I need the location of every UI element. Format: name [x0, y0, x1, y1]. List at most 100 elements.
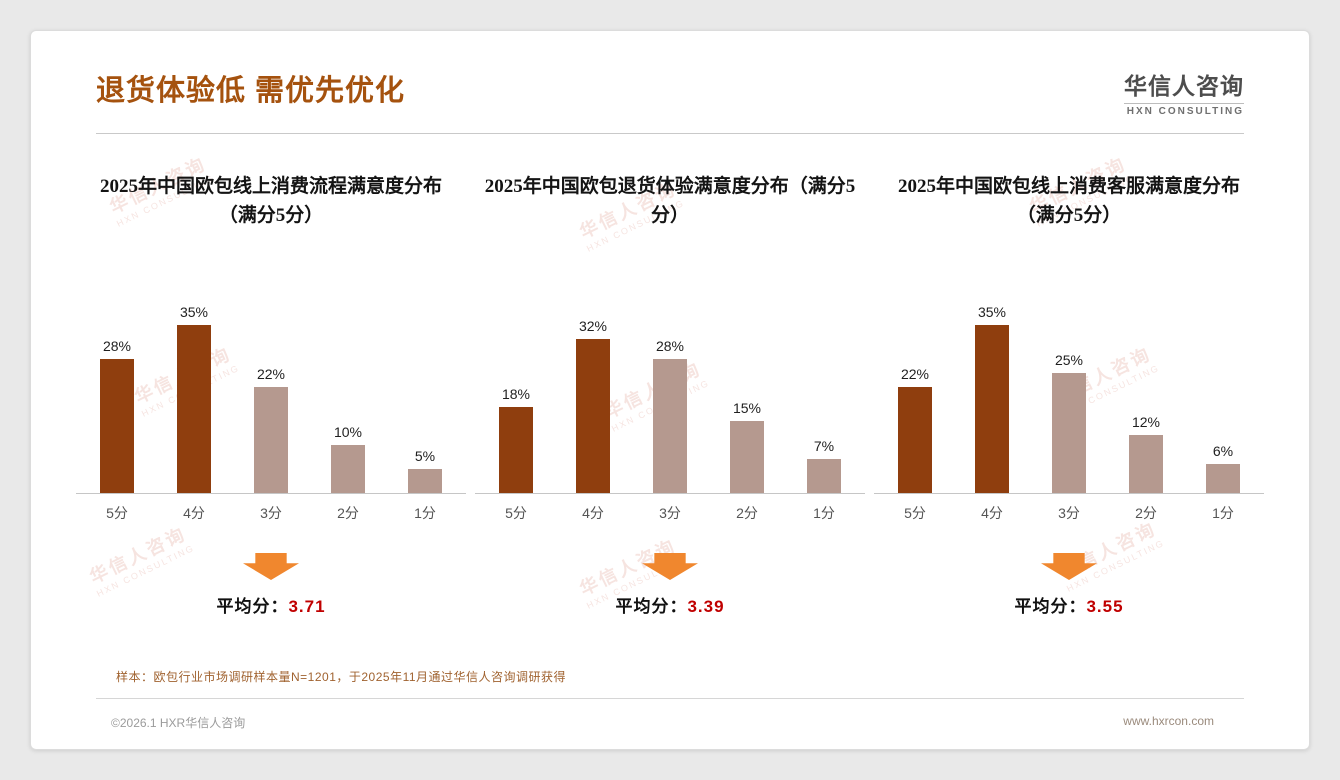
average-label: 平均分： — [216, 597, 289, 616]
bar-value-label: 5% — [414, 448, 436, 464]
x-axis-label: 5分 — [106, 505, 128, 521]
logo-subtitle: HXN CONSULTING — [1124, 103, 1244, 117]
bar-group: 22% — [254, 366, 288, 493]
footer-divider — [96, 698, 1244, 699]
bar-group: 6% — [1206, 443, 1240, 493]
chart-title: 2025年中国欧包线上消费客服满意度分布（满分5分） — [897, 176, 1240, 227]
logo-name: 华信人咨询 — [1124, 73, 1244, 99]
charts-row: 2025年中国欧包线上消费流程满意度分布（满分5分） 28% 35% 22% 10% 5… — [31, 134, 1309, 617]
arrow-wrap — [76, 553, 466, 580]
bar-value-label: 32% — [578, 318, 608, 334]
x-axis-label: 4分 — [981, 505, 1003, 521]
bar-value-label: 6% — [1212, 443, 1234, 459]
bar-group: 18% — [499, 386, 533, 493]
average-value: 3.39 — [687, 597, 725, 616]
x-axis-label: 1分 — [813, 505, 835, 521]
bar — [1206, 464, 1240, 493]
bar-group: 28% — [653, 338, 687, 493]
header: 退货体验低 需优先优化 华信人咨询 HXN CONSULTING — [31, 31, 1309, 117]
average-label: 平均分： — [1014, 597, 1087, 616]
average-label: 平均分： — [615, 597, 688, 616]
bar-group: 12% — [1129, 414, 1163, 493]
bar-group: 25% — [1052, 352, 1086, 493]
bar — [576, 339, 610, 493]
bar — [177, 325, 211, 493]
x-axis-label: 4分 — [183, 505, 205, 521]
bar — [730, 421, 764, 493]
bar-group: 32% — [576, 318, 610, 493]
bar-value-label: 35% — [179, 304, 209, 320]
bar-group: 28% — [100, 338, 134, 493]
bar — [499, 407, 533, 493]
bar-group: 5% — [408, 448, 442, 493]
average-value: 3.55 — [1086, 597, 1124, 616]
x-axis-label: 1分 — [1212, 505, 1234, 521]
bar-value-label: 22% — [900, 366, 930, 382]
bar-group: 35% — [975, 304, 1009, 493]
bar-value-label: 7% — [813, 438, 835, 454]
x-axis-label: 3分 — [1058, 505, 1080, 521]
arrow-wrap — [475, 553, 865, 580]
bar-value-label: 18% — [501, 386, 531, 402]
chart-title: 2025年中国欧包线上消费流程满意度分布（满分5分） — [99, 176, 442, 227]
bar — [1052, 373, 1086, 493]
sample-footnote: 样本：欧包行业市场调研样本量N=1201，于2025年11月通过华信人咨询调研获… — [116, 670, 567, 684]
down-arrow-icon — [1041, 553, 1097, 580]
x-axis-label: 1分 — [414, 505, 436, 521]
chart-return-satisfaction: 2025年中国欧包退货体验满意度分布（满分5分） 18% 32% 28% 15% 7% … — [475, 172, 865, 617]
bar-value-label: 28% — [655, 338, 685, 354]
bar-value-label: 35% — [977, 304, 1007, 320]
average-value: 3.71 — [288, 597, 326, 616]
bar — [653, 359, 687, 493]
slide-content: 退货体验低 需优先优化 华信人咨询 HXN CONSULTING 2025年中国… — [31, 31, 1309, 749]
bar — [100, 359, 134, 493]
bar — [975, 325, 1009, 493]
x-axis: 5分 4分 3分 2分 1分 — [475, 503, 865, 523]
company-logo: 华信人咨询 HXN CONSULTING — [1124, 67, 1244, 117]
x-axis-label: 3分 — [659, 505, 681, 521]
website-url: www.hxrcon.com — [1123, 714, 1214, 728]
bar-group: 7% — [807, 438, 841, 493]
chart-service-satisfaction: 2025年中国欧包线上消费客服满意度分布（满分5分） 22% 35% 25% 12% 6… — [874, 172, 1264, 617]
bar — [898, 387, 932, 493]
x-axis-label: 2分 — [1135, 505, 1157, 521]
bar-value-label: 10% — [333, 424, 363, 440]
bar — [331, 445, 365, 493]
bar-value-label: 25% — [1054, 352, 1084, 368]
down-arrow-icon — [642, 553, 698, 580]
x-axis: 5分 4分 3分 2分 1分 — [76, 503, 466, 523]
bar — [807, 459, 841, 493]
bar-chart: 18% 32% 28% 15% 7% — [475, 294, 865, 494]
bar — [1129, 435, 1163, 493]
x-axis-label: 3分 — [260, 505, 282, 521]
slide-card: 华信人咨询 HXN CONSULTING 华信人咨询 HXN CONSULTING 华信… — [30, 30, 1310, 750]
average-score: 平均分：3.55 — [874, 592, 1264, 617]
bar-group: 15% — [730, 400, 764, 493]
bar-group: 10% — [331, 424, 365, 493]
copyright-text: ©2026.1 HXR华信人咨询 — [111, 716, 246, 730]
bar-value-label: 15% — [732, 400, 762, 416]
x-axis-label: 5分 — [904, 505, 926, 521]
arrow-wrap — [874, 553, 1264, 580]
bar — [254, 387, 288, 493]
down-arrow-icon — [243, 553, 299, 580]
x-axis-label: 2分 — [337, 505, 359, 521]
chart-process-satisfaction: 2025年中国欧包线上消费流程满意度分布（满分5分） 28% 35% 22% 10% 5… — [76, 172, 466, 617]
footer: ©2026.1 HXR华信人咨询 www.hxrcon.com — [111, 714, 1214, 731]
average-score: 平均分：3.39 — [475, 592, 865, 617]
bar-group: 35% — [177, 304, 211, 493]
bar — [408, 469, 442, 493]
bar-chart: 22% 35% 25% 12% 6% — [874, 294, 1264, 494]
x-axis: 5分 4分 3分 2分 1分 — [874, 503, 1264, 523]
x-axis-label: 5分 — [505, 505, 527, 521]
bar-chart: 28% 35% 22% 10% 5% — [76, 294, 466, 494]
x-axis-label: 2分 — [736, 505, 758, 521]
header-divider — [96, 133, 1244, 134]
bar-group: 22% — [898, 366, 932, 493]
x-axis-label: 4分 — [582, 505, 604, 521]
average-score: 平均分：3.71 — [76, 592, 466, 617]
chart-title: 2025年中国欧包退货体验满意度分布（满分5分） — [484, 176, 856, 227]
bar-value-label: 22% — [256, 366, 286, 382]
bar-value-label: 12% — [1131, 414, 1161, 430]
bar-value-label: 28% — [102, 338, 132, 354]
